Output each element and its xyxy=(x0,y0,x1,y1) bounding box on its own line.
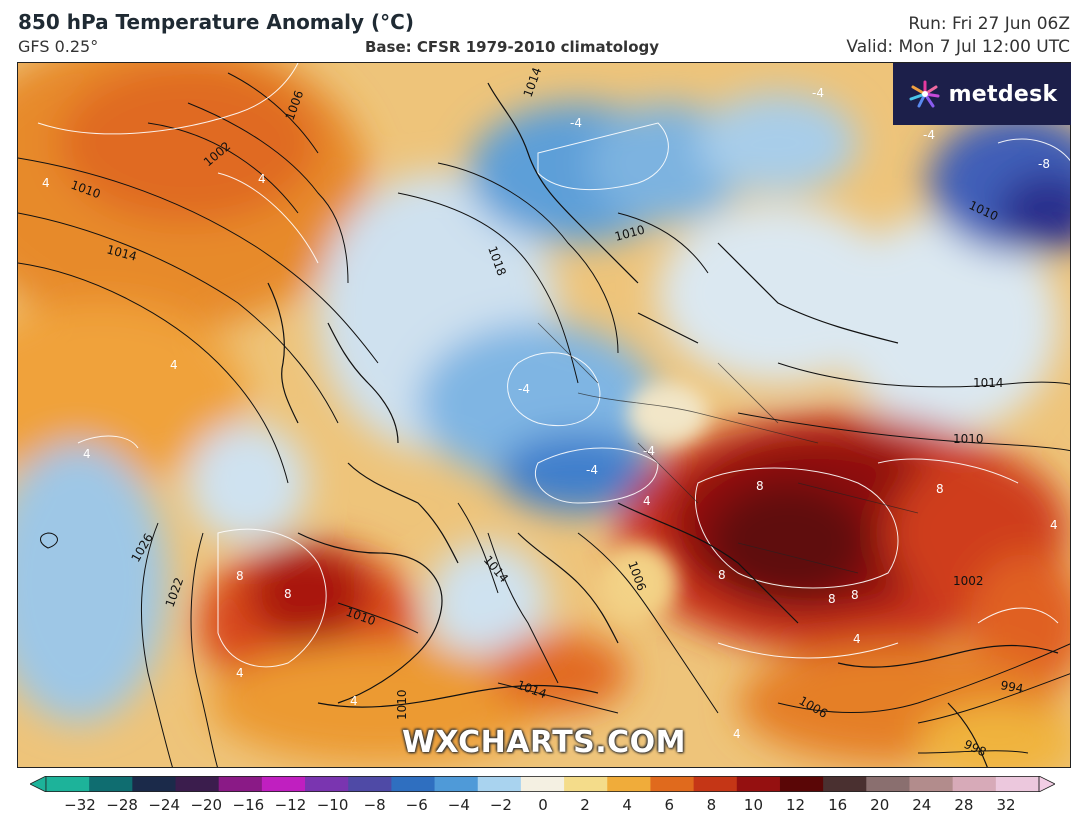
colorbar-tick-label: −16 xyxy=(232,796,265,814)
colorbar-tick-label: −8 xyxy=(363,796,386,814)
colorbar-tick-label: 28 xyxy=(954,796,974,814)
isobar-label: 1002 xyxy=(953,574,984,588)
colorbar-tick-label: 2 xyxy=(580,796,590,814)
anomaly-field xyxy=(18,63,1070,767)
colorbar-tick-label: 8 xyxy=(706,796,717,814)
anomaly-label: 8 xyxy=(718,568,726,582)
metdesk-logo: metdesk xyxy=(893,63,1071,125)
colorbar-segment xyxy=(46,776,90,792)
colorbar-tick-label: 6 xyxy=(664,796,675,814)
anomaly-label: 4 xyxy=(350,694,358,708)
anomaly-label: 4 xyxy=(733,727,741,741)
anomaly-label: -4 xyxy=(570,116,582,130)
anomaly-label: -4 xyxy=(923,128,935,142)
colorbar-tick-label: 12 xyxy=(785,796,806,814)
colorbar-tick-label: −2 xyxy=(489,796,512,814)
anomaly-label: 8 xyxy=(756,479,764,493)
anomaly-label: -4 xyxy=(586,463,598,477)
anomaly-label: 8 xyxy=(936,482,944,496)
colorbar-tick-label: −6 xyxy=(405,796,428,814)
colorbar-segment xyxy=(261,776,306,792)
wxcharts-watermark: WXCHARTS.COM xyxy=(401,725,687,760)
isobar-label: 1014 xyxy=(973,376,1004,390)
colorbar-segment xyxy=(175,776,220,792)
isobar-label: 994 xyxy=(999,678,1024,696)
coastlines xyxy=(267,82,1059,767)
colorbar-segment xyxy=(434,776,479,792)
model-label: GFS 0.25° xyxy=(18,37,99,56)
base-label: Base: CFSR 1979-2010 climatology xyxy=(365,38,660,56)
colorbar-tick-label: 16 xyxy=(828,796,848,814)
metdesk-star-icon xyxy=(909,80,940,108)
colorbar-tick-label: 20 xyxy=(870,796,890,814)
anomaly-label: 4 xyxy=(1050,518,1058,532)
anomaly-label: 4 xyxy=(643,494,651,508)
anomaly-label: 4 xyxy=(83,447,91,461)
colorbar-tick-label: −28 xyxy=(106,796,138,814)
colorbar-segment xyxy=(305,776,349,792)
isobar-lines xyxy=(18,72,1070,767)
anomaly-label: -4 xyxy=(812,86,824,100)
colorbar-frame xyxy=(45,776,1040,792)
colorbar-segment xyxy=(132,776,177,792)
colorbar-segment xyxy=(909,776,954,792)
colorbar xyxy=(30,776,1055,792)
colorbar-segment xyxy=(607,776,651,792)
colorbar-segment xyxy=(736,776,781,792)
colorbar-low-arrow xyxy=(30,776,47,792)
map-svg: 1006 1002 1010 1014 1018 1010 1014 1014 … xyxy=(18,63,1070,767)
colorbar-tick-label: −24 xyxy=(148,796,180,814)
colorbar-segment xyxy=(391,776,436,792)
metdesk-logo-text: metdesk xyxy=(948,81,1058,107)
colorbar-tick-label: 4 xyxy=(622,796,632,814)
chart-title: 850 hPa Temperature Anomaly (°C) xyxy=(18,10,414,34)
colorbar-tick-label: 32 xyxy=(996,796,1016,814)
colorbar-tick-label: −32 xyxy=(64,796,96,814)
colorbar-segment xyxy=(348,776,392,792)
colorbar-segment xyxy=(218,776,263,792)
colorbar-tick-label: 0 xyxy=(538,796,548,814)
colorbar-segment xyxy=(823,776,867,792)
colorbar-segment xyxy=(477,776,522,792)
anomaly-label: 8 xyxy=(236,569,244,583)
colorbar-segment xyxy=(89,776,133,792)
isobar-label: 1010 xyxy=(395,689,409,720)
anomaly-label: 4 xyxy=(170,358,178,372)
colorbar-tick-label: −12 xyxy=(274,796,307,814)
anomaly-map: 1006 1002 1010 1014 1018 1010 1014 1014 … xyxy=(17,62,1071,768)
colorbar-segment xyxy=(866,776,910,792)
run-time: Run: Fri 27 Jun 06Z xyxy=(908,14,1070,34)
chart-header: 850 hPa Temperature Anomaly (°C) GFS 0.2… xyxy=(0,0,1088,62)
colorbar-segment xyxy=(779,776,824,792)
anomaly-label: 8 xyxy=(284,587,292,601)
anomaly-label: 4 xyxy=(258,172,266,186)
colorbar-segment xyxy=(952,776,997,792)
colorbar-segment xyxy=(693,776,738,792)
anomaly-label: 4 xyxy=(236,666,244,680)
colorbar-ticks: −32 −28 −24 −20 −16 −12 −10 −8 −6 −4 −2 0 2 4 6 8 10 12 16… xyxy=(0,796,1088,820)
colorbar-high-arrow xyxy=(1038,776,1055,792)
anomaly-label: -4 xyxy=(643,444,655,458)
colorbar-segment xyxy=(564,776,608,792)
colorbar-segment xyxy=(520,776,565,792)
colorbar-segment xyxy=(650,776,695,792)
colorbar-tick-label: 24 xyxy=(912,796,932,814)
anomaly-label: 8 xyxy=(851,588,859,602)
anomaly-label: 4 xyxy=(853,632,861,646)
colorbar-tick-label: −4 xyxy=(447,796,470,814)
anomaly-label: 4 xyxy=(42,176,50,190)
colorbar-segment xyxy=(995,776,1040,792)
borders xyxy=(537,322,919,574)
anomaly-label: -4 xyxy=(518,382,530,396)
colorbar-tick-label: 10 xyxy=(743,796,763,814)
valid-time: Valid: Mon 7 Jul 12:00 UTC xyxy=(846,37,1070,57)
anomaly-contours xyxy=(37,63,1070,668)
anomaly-label: -8 xyxy=(1038,157,1050,171)
colorbar-tick-label: −10 xyxy=(316,796,349,814)
isobar-label: 1010 xyxy=(953,432,984,446)
colorbar-tick-label: −20 xyxy=(190,796,223,814)
anomaly-label-group: 4 4 -4 -4 -4 -8 -4 -4 -4 4 4 8 8 8 8 4 8… xyxy=(42,86,1058,741)
anomaly-label: 8 xyxy=(828,592,836,606)
